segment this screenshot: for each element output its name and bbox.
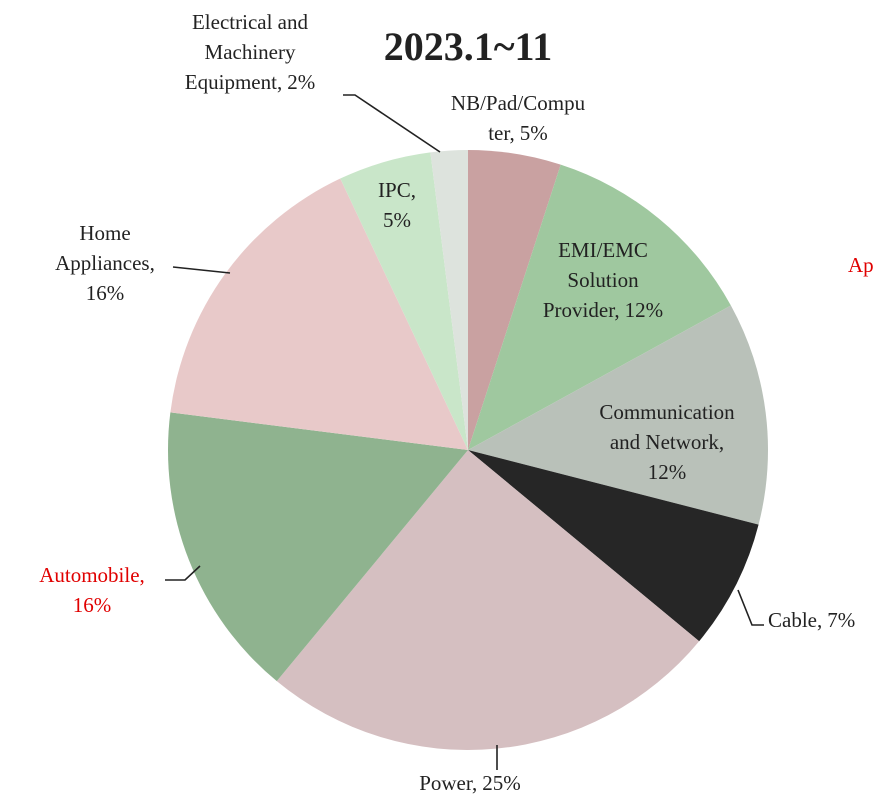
value-label: 25% — [482, 771, 521, 795]
value-label: 5% — [383, 208, 411, 232]
label-line: Cable, — [768, 608, 822, 632]
leader-line — [165, 565, 201, 581]
slice-label: Cable, — [768, 608, 822, 632]
slice-label: Automobile, — [39, 563, 145, 587]
label-line: Automobile, — [39, 563, 145, 587]
label-line: Appliances, — [55, 251, 155, 275]
slice-label: Communication and Network, — [599, 400, 735, 454]
pie-slice — [276, 450, 700, 751]
pie-slice — [468, 150, 561, 450]
chart-title: 2023.1~11 — [384, 24, 553, 69]
pie-slice — [468, 450, 759, 642]
pie-slice — [468, 305, 768, 525]
label-line: Home — [79, 221, 130, 245]
pie-slice — [170, 178, 468, 450]
value-label: 5% — [520, 121, 548, 145]
label-line: Electrical and — [192, 10, 309, 34]
label-line: Communication — [599, 400, 735, 424]
label-line: ter, — [488, 121, 515, 145]
slice-label: EMI/EMC Solution Provider, — [543, 238, 648, 322]
leader-line — [343, 94, 441, 153]
leader-line — [172, 266, 231, 274]
pie-slice — [430, 150, 468, 450]
label-line: Power, — [419, 771, 477, 795]
label-line: Provider, — [543, 298, 620, 322]
label-line: and Network, — [610, 430, 724, 454]
value-label: 16% — [86, 281, 125, 305]
value-label: 12% — [625, 298, 664, 322]
label-line: Solution — [567, 268, 639, 292]
value-label: 2% — [287, 70, 315, 94]
slice-label: NB/Pad/Compu ter, — [451, 91, 586, 145]
label-line: Equipment, — [185, 70, 282, 94]
annotation: Ap — [848, 253, 874, 277]
slice-label: Power, — [419, 771, 477, 795]
value-label: 16% — [73, 593, 112, 617]
slice-label: Electrical and Machinery Equipment, — [185, 10, 309, 94]
slice-label: IPC, — [378, 178, 416, 202]
label-line: Machinery — [205, 40, 296, 64]
leader-line — [737, 589, 764, 626]
pie-slice — [340, 152, 468, 450]
label-line: EMI/EMC — [558, 238, 648, 262]
label-line: IPC, — [378, 178, 416, 202]
label-line: NB/Pad/Compu — [451, 91, 586, 115]
slice-label: Home Appliances, — [55, 221, 155, 275]
pie-slice — [468, 164, 731, 450]
pie-slice — [167, 412, 468, 682]
value-label: 12% — [648, 460, 687, 484]
value-label: 7% — [827, 608, 855, 632]
